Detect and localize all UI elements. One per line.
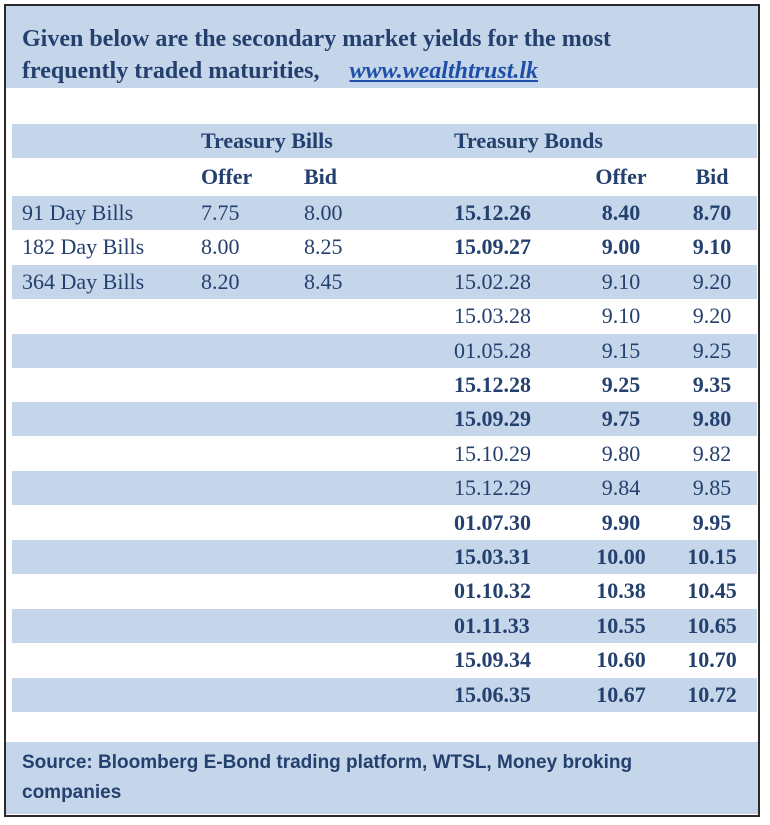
- bond-offer: 10.60: [596, 647, 646, 673]
- bond-bid: 9.85: [692, 475, 732, 501]
- source-line-2: companies: [22, 782, 122, 803]
- bond-maturity: 15.09.29: [454, 406, 531, 432]
- bill-bid: 8.45: [304, 268, 343, 294]
- header-line-2: frequently traded maturities, www.wealtht…: [22, 55, 758, 87]
- bill-label: 182 Day Bills: [22, 234, 145, 260]
- bond-offer: 9.84: [601, 475, 641, 501]
- bond-bid: 10.45: [687, 578, 737, 604]
- table-row: 01.05.28 9.15 9.25: [12, 333, 757, 368]
- bond-maturity: 15.06.35: [454, 681, 531, 707]
- table-row: 15.03.31 10.00 10.15: [12, 540, 757, 574]
- bill-bid: 8.25: [304, 234, 343, 260]
- table-row: 15.12.29 9.84 9.85: [12, 471, 757, 506]
- bond-offer: 8.40: [601, 200, 641, 225]
- bill-offer: 8.20: [201, 268, 240, 294]
- table-row: 15.06.35 10.67 10.72: [12, 677, 757, 712]
- bond-bid: 9.10: [692, 234, 732, 260]
- bond-maturity: 01.05.28: [454, 337, 531, 363]
- bond-maturity: 01.07.30: [454, 509, 531, 535]
- bond-bid: 9.20: [692, 268, 732, 294]
- bills-bid-heading: Bid: [304, 164, 338, 189]
- bond-bid: 9.20: [692, 303, 732, 329]
- source-footer: Source: Bloomberg E-Bond trading platfor…: [6, 742, 758, 814]
- table-row: 15.12.28 9.25 9.35: [12, 368, 757, 402]
- bond-maturity: 15.02.28: [454, 268, 531, 294]
- bond-maturity: 15.10.29: [454, 440, 531, 466]
- bond-bid: 9.25: [692, 337, 732, 363]
- bond-bid: 9.82: [692, 440, 732, 466]
- bond-offer: 10.55: [596, 612, 646, 638]
- bond-offer: 9.80: [601, 440, 641, 466]
- table-row: 15.09.34 10.60 10.70: [12, 643, 757, 677]
- wealthtrust-link[interactable]: www.wealthtrust.lk: [349, 58, 539, 84]
- table-header: Given below are the secondary market yie…: [6, 6, 758, 88]
- column-heading-row: Offer Bid Offer Bid: [12, 160, 757, 194]
- bond-offer: 9.25: [601, 372, 641, 397]
- table-row: 01.10.32 10.38 10.45: [12, 574, 757, 608]
- bill-bid: 8.00: [304, 200, 343, 225]
- bond-maturity: 15.03.31: [454, 544, 531, 569]
- bills-offer-heading: Offer: [201, 164, 253, 189]
- bond-maturity: 15.09.27: [454, 234, 531, 260]
- bond-offer: 10.38: [596, 578, 646, 604]
- bond-offer: 9.10: [601, 303, 641, 329]
- bond-bid: 10.72: [687, 681, 737, 707]
- bond-bid: 10.15: [687, 544, 737, 569]
- section-title-row: Treasury Bills Treasury Bonds: [12, 124, 757, 158]
- bond-maturity: 15.09.34: [454, 647, 531, 673]
- bill-label: 91 Day Bills: [22, 200, 134, 225]
- table-row: 15.09.29 9.75 9.80: [12, 402, 757, 437]
- bonds-bid-heading: Bid: [695, 164, 729, 189]
- bond-offer: 9.75: [601, 406, 641, 432]
- bonds-offer-heading: Offer: [595, 164, 647, 189]
- bond-bid: 8.70: [692, 200, 732, 225]
- table-row: 01.11.33 10.55 10.65: [12, 608, 757, 643]
- header-line-2-text: frequently traded maturities,: [22, 58, 320, 84]
- bill-offer: 8.00: [201, 234, 240, 260]
- bond-bid: 9.80: [692, 406, 732, 432]
- table-row: 91 Day Bills 7.75 8.00 15.12.26 8.40 8.70: [12, 196, 757, 230]
- treasury-bills-title: Treasury Bills: [201, 128, 333, 153]
- bond-offer: 9.90: [601, 509, 641, 535]
- bond-maturity: 15.12.29: [454, 475, 531, 501]
- bond-offer: 10.67: [596, 681, 646, 707]
- bond-offer: 9.00: [601, 234, 641, 260]
- bond-maturity: 01.11.33: [454, 612, 530, 638]
- bond-bid: 10.70: [687, 647, 737, 673]
- bond-maturity: 15.03.28: [454, 303, 531, 329]
- bond-bid: 10.65: [687, 612, 737, 638]
- bond-offer: 9.15: [601, 337, 641, 363]
- table-row: 15.10.29 9.80 9.82: [12, 437, 757, 471]
- table-row: 364 Day Bills 8.20 8.45 15.02.28 9.10 9.20: [12, 264, 757, 299]
- bill-label: 364 Day Bills: [22, 268, 145, 294]
- header-line-1: Given below are the secondary market yie…: [22, 26, 612, 52]
- table-row: 182 Day Bills 8.00 8.25 15.09.27 9.00 9.10: [12, 230, 757, 264]
- source-line-1: Source: Bloomberg E-Bond trading platfor…: [22, 752, 633, 773]
- table-row: 15.03.28 9.10 9.20: [12, 299, 757, 333]
- bond-offer: 10.00: [596, 544, 646, 569]
- bill-offer: 7.75: [201, 200, 240, 225]
- bond-bid: 9.35: [692, 372, 732, 397]
- table-row: 01.07.30 9.90 9.95: [12, 506, 757, 540]
- bond-maturity: 15.12.28: [454, 372, 531, 397]
- treasury-bonds-title: Treasury Bonds: [454, 128, 603, 153]
- bond-offer: 9.10: [601, 268, 641, 294]
- bond-maturity: 15.12.26: [454, 200, 531, 225]
- bond-maturity: 01.10.32: [454, 578, 531, 604]
- bond-bid: 9.95: [692, 509, 732, 535]
